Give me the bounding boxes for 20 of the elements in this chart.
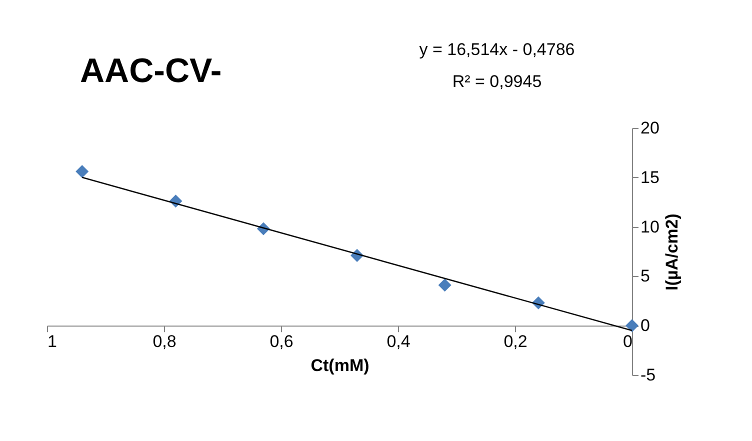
x-tick-label: 0,6	[270, 332, 294, 352]
point	[625, 319, 639, 332]
x-axis-title: Ct(mM)	[310, 356, 370, 376]
text: y = 16,514x - 0,4786	[419, 40, 575, 59]
y-tick-label: 5	[640, 266, 650, 286]
x-tick-label: 1	[48, 332, 57, 352]
x-tick-label: 0,8	[152, 332, 176, 352]
chart-title: AAC-CV-	[80, 52, 222, 90]
y-tick-label: 0	[640, 316, 650, 336]
point	[76, 164, 89, 178]
x-tick-label: 0	[623, 332, 632, 352]
y-tick-label: 20	[640, 118, 660, 138]
y-tick-label: 15	[640, 168, 660, 187]
y-axis-title: I(µA/cm2)	[662, 214, 682, 290]
x-tick-label: 0,2	[504, 332, 528, 352]
text: R² = 0,9945	[452, 72, 542, 91]
point	[438, 278, 452, 292]
x-tick-label: 0,4	[386, 332, 410, 352]
y-tick-label: 10	[640, 217, 660, 236]
y-tick-label: -5	[640, 366, 656, 384]
